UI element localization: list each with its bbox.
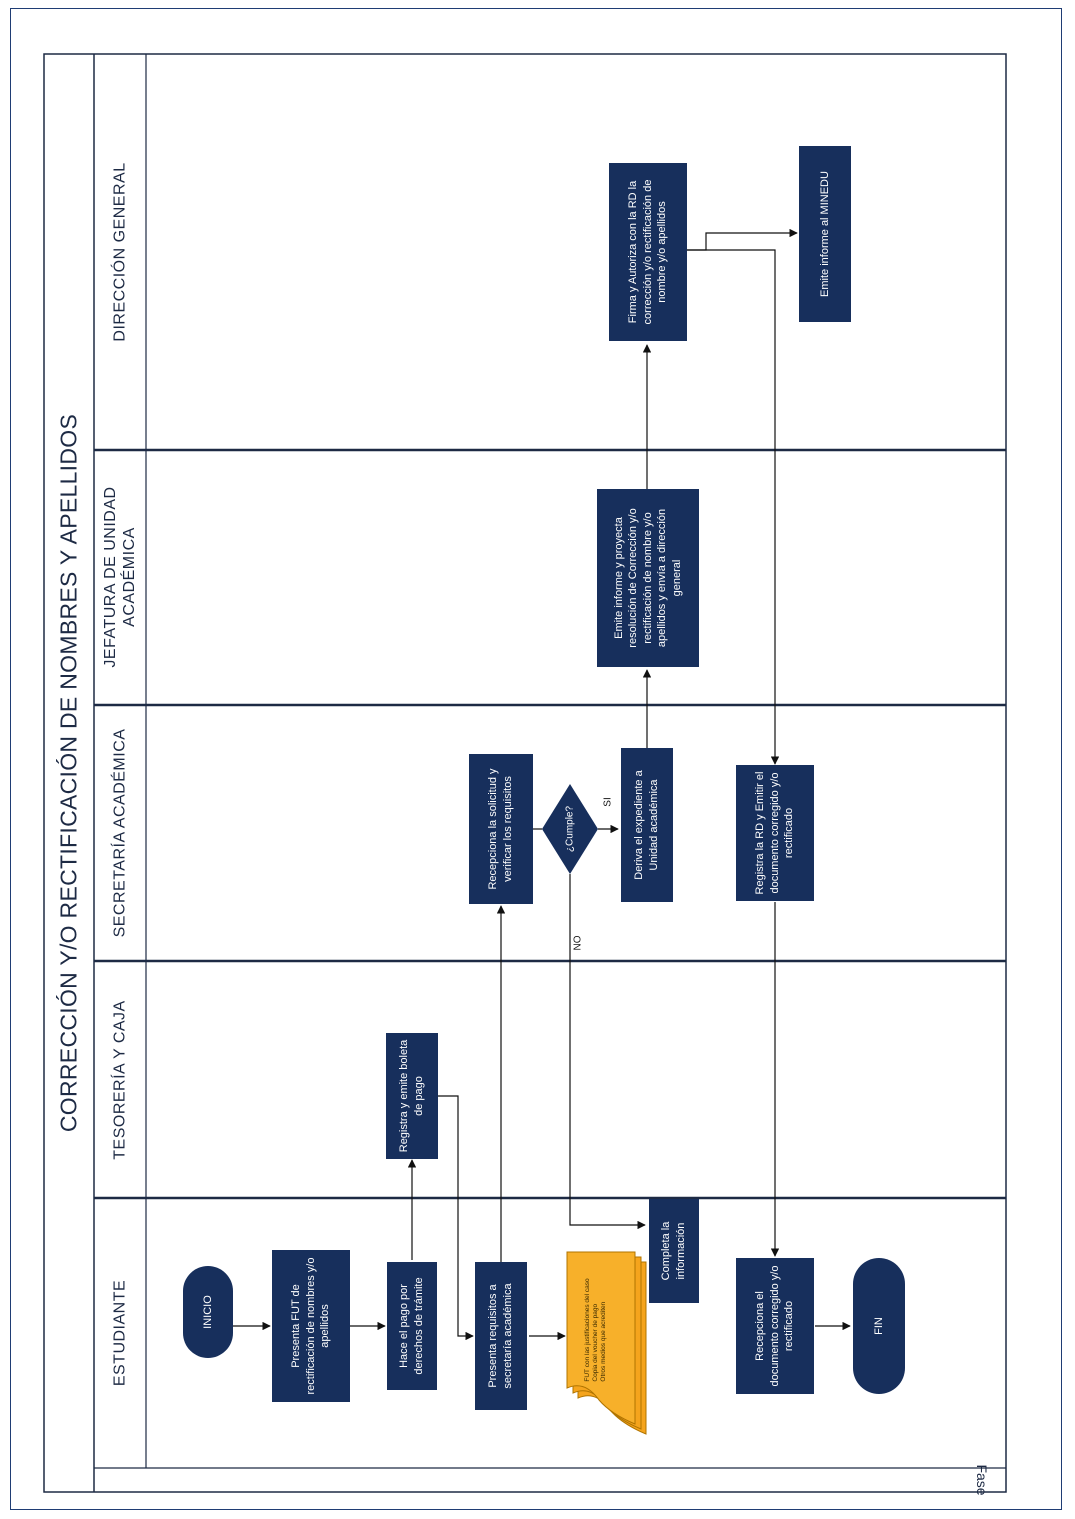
swimlane-frame <box>43 53 1007 1493</box>
step-completa-informacion: Completa la información <box>649 1199 699 1303</box>
step-registra-boleta: Registra y emite boleta de pago <box>386 1033 438 1159</box>
edge-label-si: SI <box>602 797 614 807</box>
documents-label: FUT con las justificaciones del caso Cop… <box>583 1278 608 1382</box>
end-terminator <box>853 1258 905 1394</box>
step-emite-informe-proyecta: Emite informe y proyecta resolución de C… <box>597 489 699 667</box>
start-terminator <box>183 1266 233 1358</box>
connector <box>687 228 798 251</box>
step-firma-autoriza: Firma y Autoriza con la RD la corrección… <box>609 163 687 341</box>
step-recepciona-documento: Recepciona el documento corregido y/o re… <box>736 1258 814 1394</box>
step-recepciona-solicitud: Recepciona la solicitud y verificar los … <box>469 754 533 904</box>
lane-label-jefatura: JEFATURA DE UNIDAD ACADÉMICA <box>101 486 138 668</box>
page-frame <box>10 8 1062 1510</box>
step-presenta-requisitos: Presenta requisitos a secretaría académi… <box>475 1262 527 1410</box>
connector <box>569 874 646 1230</box>
lane-label-secretaria: SECRETARÍA ACADÉMICA <box>111 728 129 938</box>
step-deriva-expediente: Deriva el expediente a Unidad académica <box>621 748 673 902</box>
edge-label-no: NO <box>572 935 584 951</box>
step-emite-informe-minedu: Emite informe al MINEDU <box>799 146 851 322</box>
lane-label-tesoreria: TESORERÍA Y CAJA <box>111 1000 129 1160</box>
step-hace-pago: Hace el pago por derechos de trámite <box>387 1262 437 1390</box>
connector <box>687 249 780 765</box>
step-presenta-fut: Presenta FUT de rectificación de nombres… <box>272 1250 350 1402</box>
decision-diamond <box>542 784 598 874</box>
lane-label-estudiante: ESTUDIANTE <box>111 1279 129 1387</box>
documents-shape <box>566 1251 647 1435</box>
decision-label: ¿Cumple? <box>564 805 576 853</box>
diagram-title: CORRECCIÓN Y/O RECTIFICACIÓN DE NOMBRES … <box>55 413 82 1133</box>
end-label: FIN <box>873 1317 885 1335</box>
phase-label: Fase <box>974 1464 990 1496</box>
start-label: INICIO <box>202 1295 214 1329</box>
step-registra-rd: Registra la RD y Emitir el documento cor… <box>736 765 814 901</box>
connector <box>438 1095 474 1341</box>
lane-label-direccion: DIRECCIÓN GENERAL <box>111 162 129 342</box>
